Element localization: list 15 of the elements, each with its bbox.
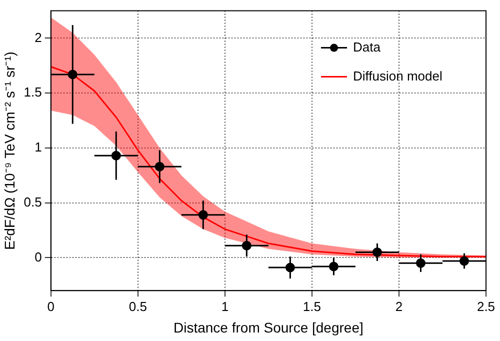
x-tick-label: 1.5 [302, 298, 321, 314]
y-tick-label: 0 [34, 249, 42, 264]
x-tick-label: 0.5 [128, 298, 147, 314]
x-tick-label: 1 [221, 298, 229, 314]
x-tick-label: 0 [47, 298, 54, 314]
legend-label: Diffusion model [353, 68, 442, 84]
y-tick-label: 1 [34, 140, 42, 155]
y-tick-label: 2 [34, 30, 42, 45]
legend-label: Data [353, 39, 382, 54]
y-axis-title: E²dF/dΩ (10⁻⁹ TeV cm⁻² s⁻¹ sr⁻¹) [1, 52, 18, 250]
x-tick-label: 2.5 [476, 298, 496, 314]
y-tick-label: 0.5 [24, 194, 42, 210]
x-tick-label: 2 [395, 298, 403, 314]
x-axis-title: Distance from Source [degree] [174, 319, 364, 336]
y-tick-label: 1.5 [24, 84, 42, 100]
